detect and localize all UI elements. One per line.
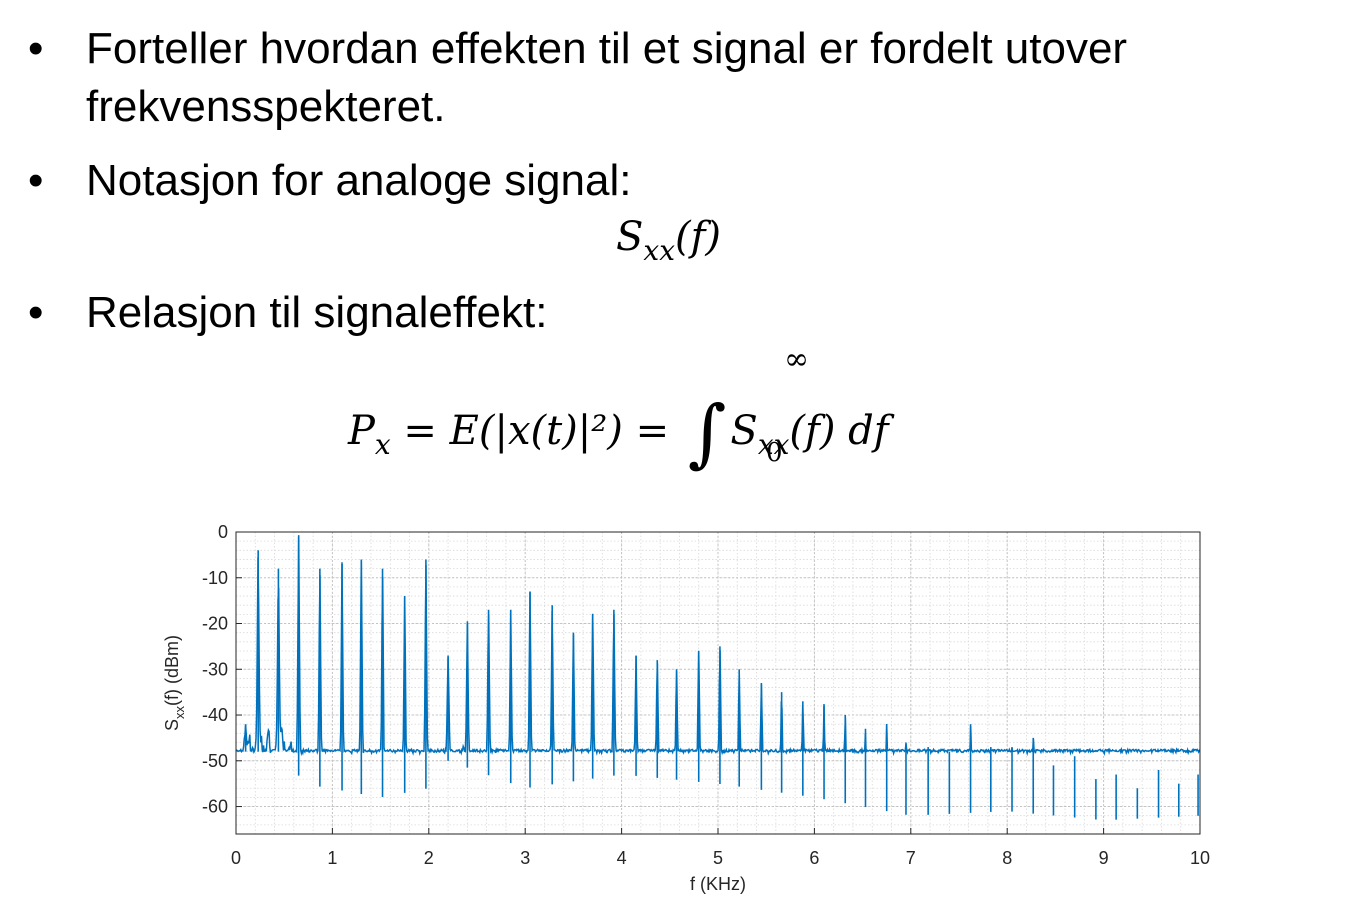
series-layer [235, 535, 1201, 820]
x-tick-label: 3 [520, 848, 530, 868]
eq-symbol: S [616, 214, 644, 260]
integral-lower-limit: 0 [766, 438, 783, 468]
y-tick-label: 0 [218, 522, 228, 542]
y-tick-label: -60 [202, 797, 228, 817]
integral-upper-limit: ∞ [784, 342, 809, 377]
bullet-text-line-1: Notasjon for analoge signal: [86, 156, 632, 205]
grid [235, 531, 1201, 835]
x-tick-label: 10 [1190, 848, 1210, 868]
bullet-text-line-1: Relasjon til signaleffekt: [86, 288, 548, 337]
bullet-marker: • [28, 288, 44, 337]
eq-lhs-subscript: x [374, 428, 391, 461]
x-tick-label: 9 [1099, 848, 1109, 868]
bullet-marker: • [28, 24, 44, 73]
x-tick-label: 1 [327, 848, 337, 868]
x-tick-label: 7 [906, 848, 916, 868]
x-tick-label: 5 [713, 848, 723, 868]
psd-chart-svg: 0 1 2 3 4 5 6 7 8 9 100-10-20-30-40-50-60 f (KHz) … [162, 522, 1210, 894]
y-tick-label: -50 [202, 751, 228, 771]
psd-chart: 0 1 2 3 4 5 6 7 8 9 10 0 -10 -20 -30 -40 -50 -60 f (KHz) … [150, 518, 1230, 910]
integral-sign: ∫ [687, 390, 727, 476]
x-tick-label: 4 [617, 848, 627, 868]
x-tick-label: 8 [1002, 848, 1012, 868]
y-tick-label: -40 [202, 705, 228, 725]
y-axis-label: Sxx(f) (dBm) [162, 635, 187, 731]
y-tick-label: -30 [202, 659, 228, 679]
x-tick-label: 2 [424, 848, 434, 868]
eq-middle: = E(|x(t)|²) = [390, 408, 682, 454]
x-tick-label: 6 [809, 848, 819, 868]
bullet-marker: • [28, 156, 44, 205]
eq-integrand-subscript: xx [757, 428, 790, 461]
equation-psd-notation: Sxx(f) [616, 214, 721, 267]
bullet-text-line-1: Forteller hvordan effekten til et signal… [86, 24, 1128, 73]
ticks: 0 1 2 3 4 5 6 7 8 9 10 0 -10 -20 -30 -40 -50 -60 [202, 522, 1210, 868]
eq-argument: (f) [675, 214, 722, 260]
bullet-text-line-2: frekvensspekteret. [86, 82, 446, 131]
eq-integrand-tail: (f) df [789, 408, 889, 454]
x-axis-label: f (KHz) [690, 874, 746, 894]
eq-subscript: xx [643, 234, 675, 267]
y-tick-label: -10 [202, 568, 228, 588]
x-tick-label: 0 [231, 848, 241, 868]
y-tick-label: -20 [202, 614, 228, 634]
psd-series-line [235, 535, 1201, 757]
eq-integrand-symbol: S [730, 408, 758, 454]
equation-power-relation: Px = E(|x(t)|²) = ∫ ∞ 0 Sxx(f) df [348, 342, 889, 476]
eq-lhs: P [348, 408, 375, 454]
